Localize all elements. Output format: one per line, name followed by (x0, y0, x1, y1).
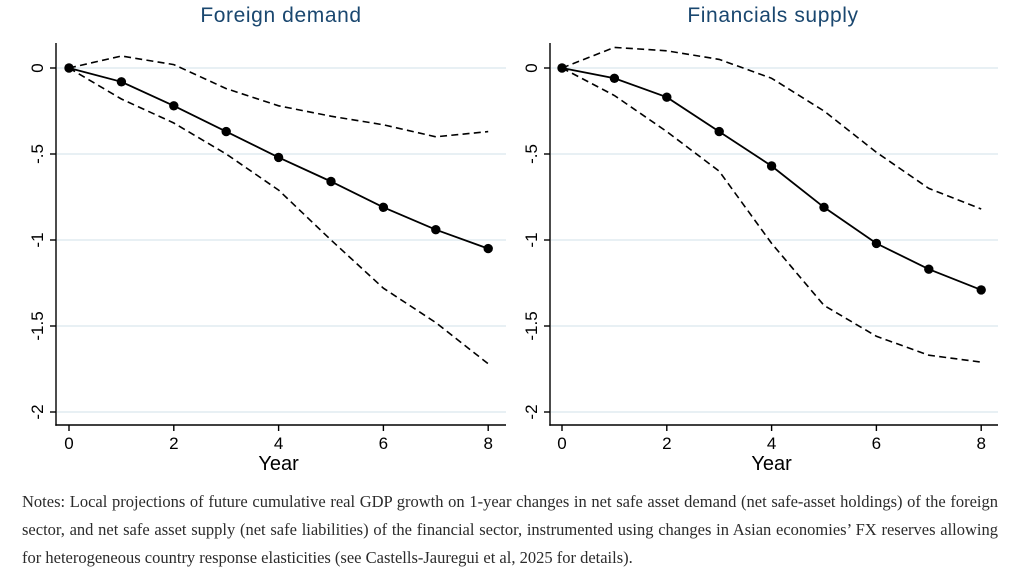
y-tick-label: 0 (522, 63, 541, 72)
chart-title-financials-supply: Financials supply (687, 4, 859, 27)
panel-financials-supply: 0 -.5 -1 -1.5 -2 0 2 4 6 8 Year Financials supply (512, 0, 1024, 478)
chart-title-foreign-demand: Foreign demand (200, 4, 362, 27)
y-tick-label: -.5 (28, 144, 47, 164)
y-tick-label: -1 (522, 232, 541, 247)
data-point-marker (273, 152, 284, 163)
data-point-marker (221, 126, 231, 137)
data-point-marker (976, 285, 986, 295)
x-tick-label: 8 (483, 434, 492, 453)
series-upper-ci-line (561, 46, 982, 210)
x-axis-title: Year (258, 453, 299, 475)
x-tick-label: 6 (872, 434, 881, 453)
x-tick-label: 2 (169, 434, 178, 453)
figure-notes: Notes: Local projections of future cumul… (22, 492, 998, 567)
data-point-marker (483, 243, 493, 254)
data-point-marker (714, 126, 724, 137)
x-tick-label: 8 (976, 434, 985, 453)
data-point-marker (662, 92, 672, 102)
data-point-marker (116, 77, 127, 87)
data-point-marker (871, 238, 882, 249)
y-tick-label: -2 (28, 404, 47, 419)
data-point-marker (326, 176, 336, 187)
x-tick-label: 4 (767, 434, 776, 453)
charts-row: 0 -.5 -1 -1.5 -2 0 2 4 6 8 Year Foreign demand 0 -.… (0, 0, 1024, 478)
series-upper-ci-line (68, 55, 489, 138)
data-point-marker (819, 202, 829, 212)
y-tick-label: -.5 (522, 144, 541, 164)
data-point-marker (169, 101, 179, 111)
x-tick-label: 4 (274, 434, 283, 453)
series-lower-ci-line (561, 67, 982, 363)
y-tick-label: -1.5 (28, 311, 47, 340)
data-point-marker (378, 202, 389, 212)
series-lower-ci-line (68, 67, 489, 365)
data-point-marker (431, 225, 441, 235)
y-tick-label: -2 (522, 404, 541, 419)
data-point-marker (924, 264, 934, 274)
y-tick-label: -1.5 (522, 311, 541, 340)
chart-canvas-foreign-demand: 0 -.5 -1 -1.5 -2 0 2 4 6 8 Year (28, 43, 506, 475)
series-estimate-line (561, 67, 982, 291)
x-tick-label: 0 (64, 434, 73, 453)
data-point-marker (766, 161, 777, 171)
x-axis-title: Year (751, 453, 792, 475)
x-tick-label: 0 (557, 434, 566, 453)
y-tick-label: 0 (28, 63, 47, 72)
data-point-marker (609, 73, 620, 84)
chart-canvas-financials-supply: 0 -.5 -1 -1.5 -2 0 2 4 6 8 Year (522, 43, 998, 475)
panel-foreign-demand: 0 -.5 -1 -1.5 -2 0 2 4 6 8 Year Foreign demand (0, 0, 512, 478)
y-tick-label: -1 (28, 232, 47, 247)
x-tick-label: 2 (662, 434, 671, 453)
x-tick-label: 6 (379, 434, 388, 453)
